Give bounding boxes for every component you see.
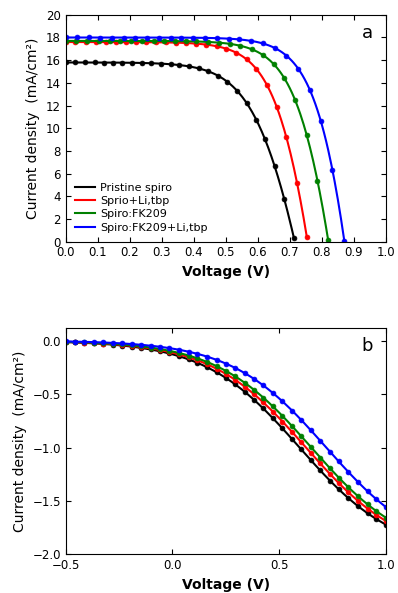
Spiro:FK209+Li,tbp (166, 34, 171, 41)
Pristine spiro (161, 60, 166, 67)
Spiro:FK209 (318, 193, 323, 200)
Spiro:FK209 (80, 37, 85, 44)
Line: Sprio+Li,tbp: Sprio+Li,tbp (66, 42, 307, 237)
Spiro:FK209 (63, 37, 68, 44)
Sprio+Li,tbp (240, 53, 245, 60)
Spiro:FK209+Li,tbp (208, 34, 213, 42)
Spiro:FK209+Li,tbp (160, 34, 164, 41)
Y-axis label: Current density  (mA/cm²): Current density (mA/cm²) (13, 350, 27, 532)
Sprio+Li,tbp (73, 39, 78, 46)
Spiro:FK209+Li,tbp (301, 74, 306, 81)
Pristine spiro (178, 62, 183, 69)
Y-axis label: Current density  (mA/cm²): Current density (mA/cm²) (26, 37, 40, 219)
Sprio+Li,tbp (299, 202, 304, 209)
Spiro:FK209+Li,tbp (80, 34, 85, 41)
Spiro:FK209+Li,tbp (63, 34, 68, 41)
Pristine spiro (240, 94, 245, 101)
Pristine spiro (146, 59, 150, 66)
Spiro:FK209 (162, 37, 167, 44)
Pristine spiro (206, 68, 211, 75)
Sprio+Li,tbp (215, 43, 219, 50)
Spiro:FK209+Li,tbp (85, 34, 90, 41)
Sprio+Li,tbp (225, 46, 230, 53)
Text: a: a (362, 24, 373, 42)
Text: b: b (362, 337, 373, 355)
Sprio+Li,tbp (196, 40, 201, 47)
Pristine spiro (63, 59, 68, 66)
Spiro:FK209 (326, 237, 331, 244)
Line: Spiro:FK209: Spiro:FK209 (66, 41, 328, 240)
Spiro:FK209+Li,tbp (342, 237, 347, 244)
Pristine spiro (291, 234, 296, 241)
Spiro:FK209 (206, 39, 211, 46)
Legend: Pristine spiro, Sprio+Li,tbp, Spiro:FK209, Spiro:FK209+Li,tbp: Pristine spiro, Sprio+Li,tbp, Spiro:FK20… (71, 179, 211, 236)
X-axis label: Voltage (V): Voltage (V) (182, 265, 270, 279)
Sprio+Li,tbp (304, 233, 309, 240)
X-axis label: Voltage (V): Voltage (V) (182, 578, 270, 592)
Spiro:FK209 (170, 37, 175, 44)
Pristine spiro (263, 138, 268, 145)
Spiro:FK209 (261, 52, 266, 59)
Sprio+Li,tbp (63, 39, 68, 46)
Line: Pristine spiro: Pristine spiro (66, 62, 294, 238)
Line: Spiro:FK209+Li,tbp: Spiro:FK209+Li,tbp (66, 37, 344, 241)
